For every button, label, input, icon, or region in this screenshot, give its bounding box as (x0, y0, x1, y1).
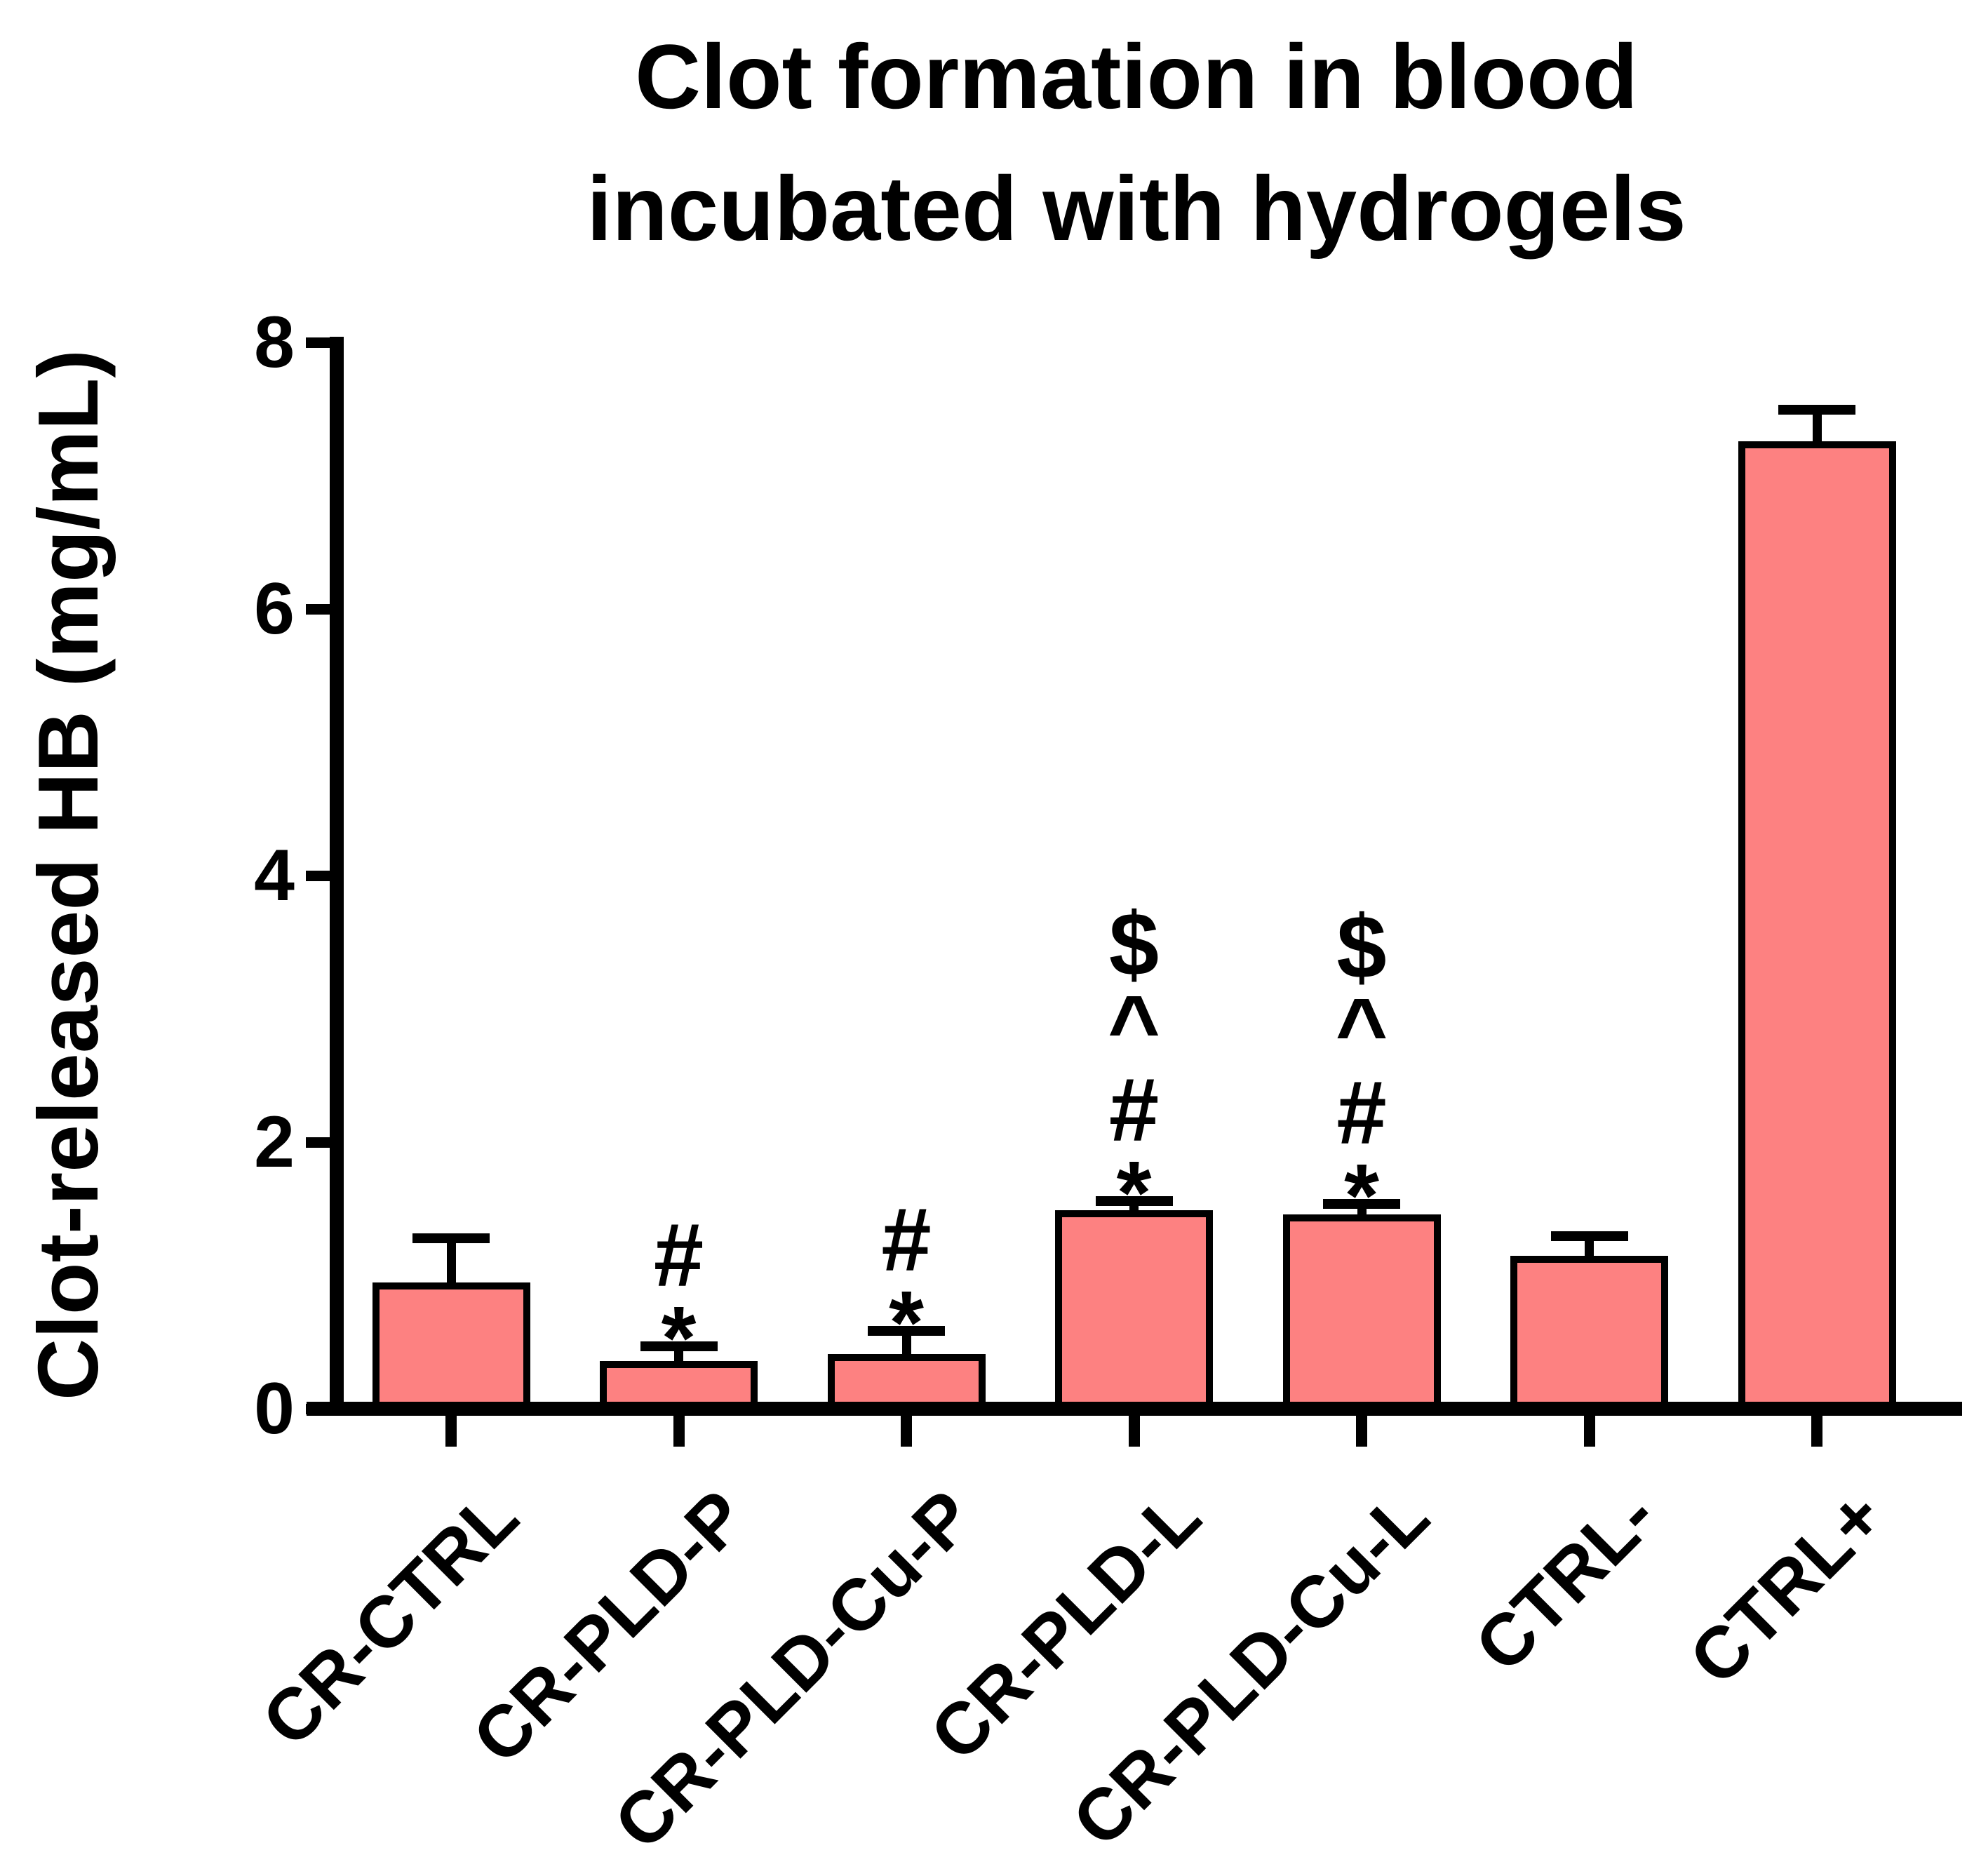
significance-annotations: $ ^ # * (1022, 895, 1247, 1244)
chart-title: Clot formation in blood incubated with h… (295, 11, 1967, 274)
significance-symbol: ^ (1335, 980, 1388, 1080)
y-axis-tick-label: 4 (254, 835, 295, 916)
x-axis-tick (445, 1416, 457, 1447)
significance-symbol: ^ (1108, 977, 1160, 1078)
y-axis-tick (306, 337, 330, 348)
significance-symbol: * (1344, 1146, 1379, 1246)
significance-symbol: * (1116, 1143, 1152, 1244)
error-bar-cap (1095, 1196, 1173, 1207)
significance-annotations: # * (567, 1205, 791, 1389)
bar-CR-CTRL (372, 1282, 530, 1416)
y-axis-tick (306, 603, 330, 615)
y-axis-tick (306, 1137, 330, 1148)
chart-title-line-2: incubated with hydrogels (586, 157, 1686, 260)
error-bar-cap (1778, 404, 1855, 415)
bar-CTRL+ (1738, 441, 1896, 1416)
x-axis-tick (1128, 1416, 1140, 1447)
y-axis-tick-label: 8 (254, 302, 295, 383)
x-axis-tick (1811, 1416, 1822, 1447)
x-axis-tick (901, 1416, 912, 1447)
significance-annotations: $ ^ # * (1249, 897, 1474, 1246)
x-axis-tick (1356, 1416, 1367, 1447)
significance-symbol: # (1336, 1063, 1387, 1163)
y-axis-tick-label: 0 (254, 1368, 295, 1449)
x-axis-label-CTRL-: CTRL- (1459, 1475, 1672, 1688)
significance-symbol: * (661, 1288, 697, 1389)
chart-title-line-1: Clot formation in blood (635, 25, 1638, 128)
significance-symbol: # (881, 1189, 932, 1290)
significance-symbol: $ (1336, 897, 1387, 998)
error-bar-cap (640, 1341, 718, 1352)
y-axis-tick-label: 2 (254, 1101, 295, 1183)
x-axis-label-CTRL+: CTRL+ (1674, 1475, 1900, 1701)
error-bar-cap (412, 1233, 490, 1244)
x-axis-tick (673, 1416, 685, 1447)
error-bar-cap (1323, 1199, 1400, 1209)
significance-symbol: # (1108, 1060, 1160, 1161)
y-axis-tick-label: 6 (254, 568, 295, 650)
significance-annotations: # * (794, 1189, 1019, 1373)
y-axis-tick (306, 870, 330, 881)
x-axis-line (307, 1402, 1962, 1416)
significance-symbol: * (889, 1272, 924, 1373)
bar-CTRL- (1510, 1255, 1668, 1416)
y-axis-line (330, 337, 344, 1416)
significance-symbol: # (653, 1205, 704, 1306)
error-bar-cap (1550, 1231, 1628, 1241)
x-axis-tick (1583, 1416, 1595, 1447)
significance-symbol: $ (1108, 895, 1160, 996)
error-bar-cap (868, 1325, 945, 1336)
